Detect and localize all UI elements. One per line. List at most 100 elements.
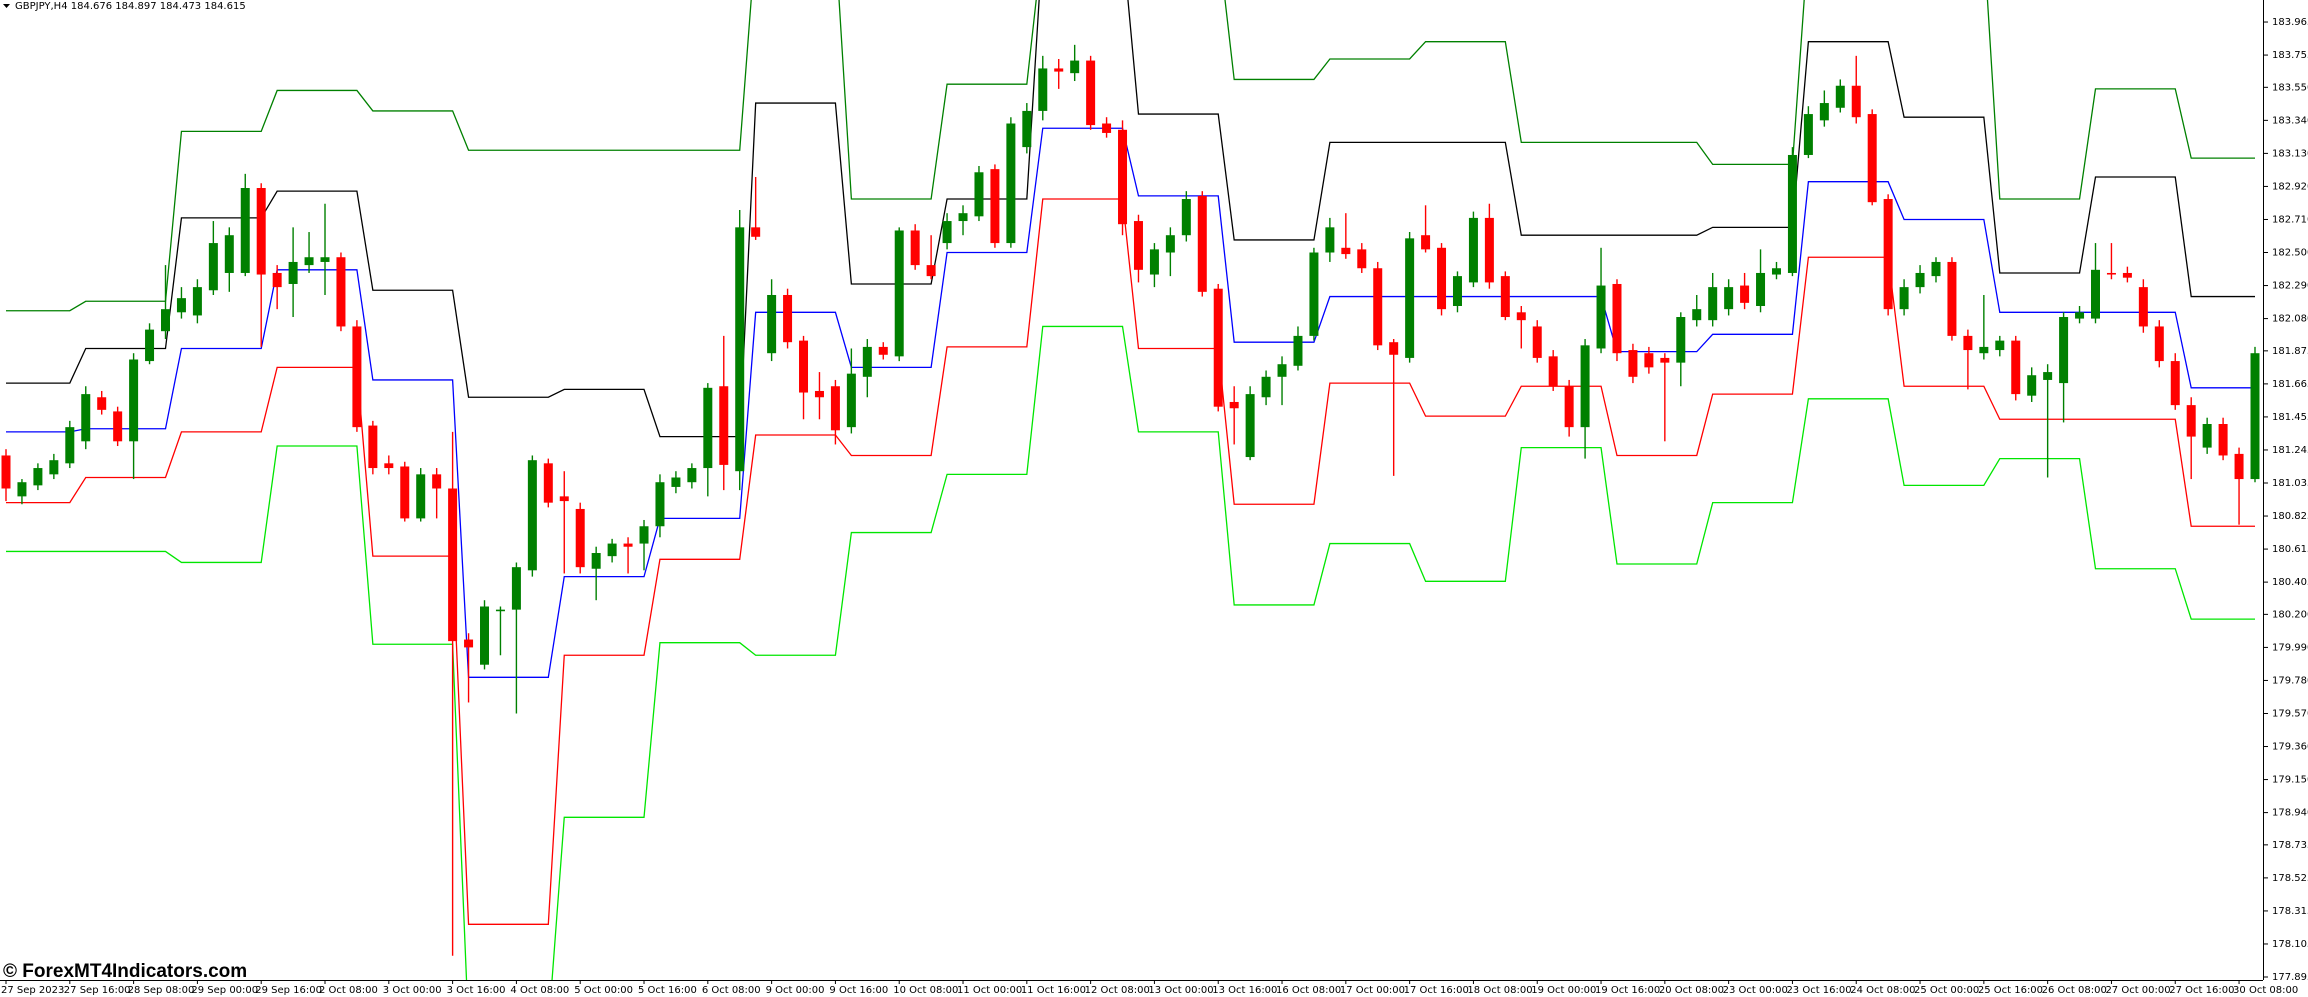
candle-body	[1261, 376, 1271, 398]
candle-body	[1070, 60, 1080, 74]
candle-body	[735, 227, 745, 472]
candle-body	[591, 553, 601, 569]
y-tick-label: 183.965	[2272, 17, 2308, 28]
candle-body	[2106, 272, 2116, 275]
candle-body	[1883, 199, 1893, 310]
candle-body	[1006, 123, 1016, 244]
x-tick-label: 16 Oct 08:00	[1276, 985, 1341, 996]
candle-body	[432, 474, 442, 489]
candle-body	[384, 463, 394, 469]
candle-body	[1931, 261, 1941, 277]
candle-body	[1229, 401, 1239, 409]
indicator-line	[6, 325, 2255, 980]
candle-body	[1819, 103, 1829, 121]
y-tick-label: 180.615	[2272, 544, 2308, 555]
candle-body	[480, 606, 490, 665]
candle-body	[1612, 283, 1622, 354]
candle-body	[272, 272, 282, 288]
candle-body	[1213, 288, 1223, 407]
x-tick-label: 17 Oct 16:00	[1404, 985, 1469, 996]
x-tick-label: 5 Oct 00:00	[574, 985, 633, 996]
candle-body	[1564, 386, 1574, 428]
candle-body	[240, 188, 250, 273]
candle-body	[2202, 424, 2212, 448]
candle-body	[495, 609, 505, 612]
candle-body	[1724, 287, 1734, 310]
x-tick-label: 20 Oct 08:00	[1659, 985, 1724, 996]
candle-body	[1197, 195, 1207, 292]
x-tick-label: 6 Oct 08:00	[702, 985, 761, 996]
x-tick-label: 18 Oct 08:00	[1467, 985, 1532, 996]
candle-body	[1596, 285, 1606, 349]
x-tick-label: 27 Sep 16:00	[64, 985, 131, 996]
candle-body	[1979, 346, 1989, 354]
y-tick-label: 182.080	[2272, 314, 2308, 325]
x-tick-label: 27 Sep 2023	[1, 985, 64, 996]
candle-body	[1756, 272, 1766, 307]
candle-body	[145, 329, 155, 362]
candle-body	[814, 390, 824, 398]
x-tick-label: 5 Oct 16:00	[638, 985, 697, 996]
candle-body	[2122, 272, 2132, 278]
candle-body	[1245, 394, 1255, 458]
candle-body	[416, 474, 426, 519]
candle-body	[607, 543, 617, 557]
candle-body	[1867, 114, 1877, 203]
candle-body	[224, 235, 234, 273]
candle-body	[1532, 326, 1542, 358]
candle-body	[336, 257, 346, 327]
y-tick-label: 181.455	[2272, 412, 2308, 423]
candle-body	[639, 526, 649, 544]
x-tick-label: 24 Oct 08:00	[1850, 985, 1915, 996]
candle-body	[719, 386, 729, 465]
candle-body	[17, 482, 27, 497]
x-tick-label: 13 Oct 16:00	[1212, 985, 1277, 996]
candle-body	[2170, 361, 2180, 406]
candle-body	[2186, 405, 2196, 437]
candle-body	[1835, 85, 1845, 108]
x-tick-label: 28 Sep 08:00	[128, 985, 195, 996]
y-tick-label: 182.500	[2272, 248, 2308, 259]
indicator-line	[6, 0, 2255, 312]
candle-body	[2059, 317, 2069, 384]
y-tick-label: 179.570	[2272, 708, 2308, 719]
candle-body	[1405, 238, 1415, 358]
menu-arrow[interactable]	[3, 4, 10, 8]
candle-body	[862, 346, 872, 377]
y-tick-label: 178.105	[2272, 939, 2308, 950]
y-tick-label: 180.200	[2272, 609, 2308, 620]
candle-body	[1022, 110, 1032, 148]
candle-body	[1468, 217, 1478, 283]
candle-body	[320, 257, 330, 262]
y-tick-label: 182.920	[2272, 181, 2308, 192]
y-tick-label: 183.755	[2272, 50, 2308, 61]
candle-body	[783, 294, 793, 343]
candle-body	[1484, 217, 1494, 283]
watermark: © ForexMT4Indicators.com	[3, 961, 247, 982]
y-tick-label: 179.360	[2272, 742, 2308, 753]
candle-body	[1803, 114, 1813, 155]
candle-body	[974, 172, 984, 217]
candle-body	[1357, 249, 1367, 269]
candle-body	[894, 230, 904, 357]
indicator-line	[6, 0, 2255, 438]
candle-body	[2154, 326, 2164, 362]
x-tick-label: 17 Oct 00:00	[1340, 985, 1405, 996]
candle-body	[623, 543, 633, 547]
candle-body	[192, 287, 202, 316]
candle-body	[448, 488, 458, 642]
candle-body	[113, 411, 123, 442]
candle-body	[368, 425, 378, 469]
candle-body	[1628, 350, 1638, 377]
candle-body	[400, 466, 410, 519]
candle-body	[1389, 342, 1399, 355]
x-tick-label: 3 Oct 00:00	[383, 985, 442, 996]
x-tick-label: 23 Oct 16:00	[1786, 985, 1851, 996]
x-tick-label: 30 Oct 08:00	[2233, 985, 2298, 996]
candle-body	[2075, 312, 2085, 319]
x-tick-label: 12 Oct 08:00	[1085, 985, 1150, 996]
candle-body	[352, 326, 362, 428]
candle-body	[1787, 154, 1797, 273]
candle-body	[830, 386, 840, 431]
